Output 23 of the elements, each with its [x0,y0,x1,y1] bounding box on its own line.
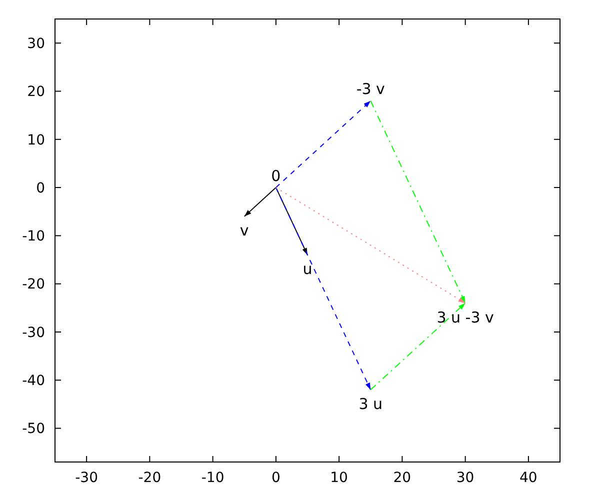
x-tick-label: 30 [456,470,474,486]
x-tick-label: 0 [271,470,280,486]
x-tick-label: -30 [75,470,98,486]
y-tick-label: 0 [36,180,45,196]
y-tick-label: -30 [22,324,45,341]
y-tick-label: -40 [22,373,45,390]
x-tick-label: 20 [393,470,412,486]
y-tick-label: -10 [22,228,45,245]
y-tick-label: 10 [27,132,45,148]
annotation: 3 u -3 v [436,308,494,326]
x-tick-label: 10 [330,470,348,486]
y-tick-label: -50 [22,421,45,438]
x-tick-label: 40 [520,470,538,486]
x-tick-label: -10 [201,470,224,486]
annotation: 3 u [358,395,383,414]
y-tick-label: -20 [22,276,45,293]
annotation: -3 v [356,80,386,98]
annotation: v [240,222,249,240]
annotation: u [302,260,312,278]
x-tick-label: -20 [138,470,162,486]
y-tick-label: 30 [27,36,45,52]
annotation: 0 [271,166,281,185]
y-tick-label: 20 [27,84,45,100]
